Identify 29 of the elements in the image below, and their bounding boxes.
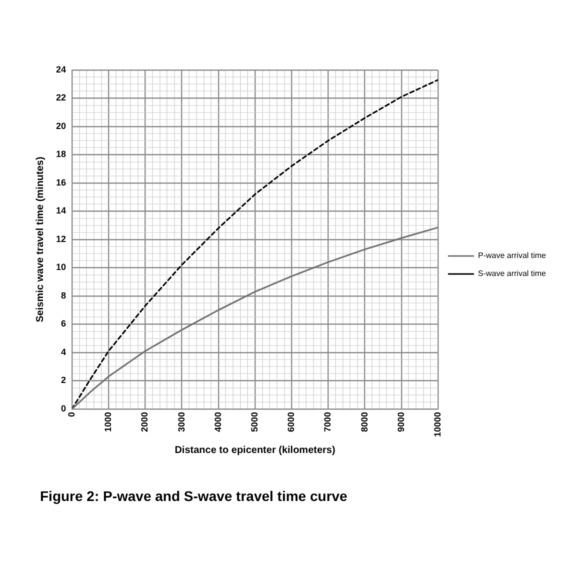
- x-tick-label: 7000: [322, 412, 333, 432]
- y-tick-label: 18: [56, 149, 66, 160]
- x-tick-label: 9000: [396, 412, 406, 432]
- x-tick-label: 6000: [286, 412, 296, 432]
- x-tick-label: 3000: [176, 412, 186, 432]
- y-tick-label: 10: [56, 262, 66, 272]
- x-tick-label: 4000: [212, 412, 223, 432]
- y-axis-title: Seismic wave travel time (minutes): [34, 156, 46, 322]
- x-tick-label: 8000: [359, 412, 370, 432]
- caption: Figure 2: P-wave and S-wave travel time curve: [40, 488, 348, 504]
- legend-label: P-wave arrival time: [478, 251, 547, 260]
- x-tick-label: 1000: [103, 412, 114, 432]
- y-tick-label: 2: [60, 375, 66, 386]
- y-tick-label: 12: [56, 234, 66, 244]
- y-tick-label: 14: [56, 206, 66, 216]
- y-tick-label: 8: [60, 290, 66, 300]
- y-tick-label: 20: [56, 120, 66, 131]
- y-tick-label: 16: [56, 177, 66, 188]
- y-tick-label: 4: [60, 346, 66, 357]
- x-axis-title: Distance to epicenter (kilometers): [174, 444, 336, 456]
- x-tick-label: 2000: [140, 412, 150, 432]
- y-tick-label: 6: [60, 318, 66, 329]
- legend-label: S-wave arrival time: [478, 269, 547, 278]
- y-tick-label: 0: [60, 403, 66, 414]
- x-tick-label: 0: [66, 412, 76, 417]
- x-tick-label: 5000: [249, 412, 260, 432]
- x-tick-label: 10000: [432, 412, 442, 438]
- y-tick-label: 24: [56, 64, 66, 74]
- y-tick-label: 22: [56, 92, 66, 103]
